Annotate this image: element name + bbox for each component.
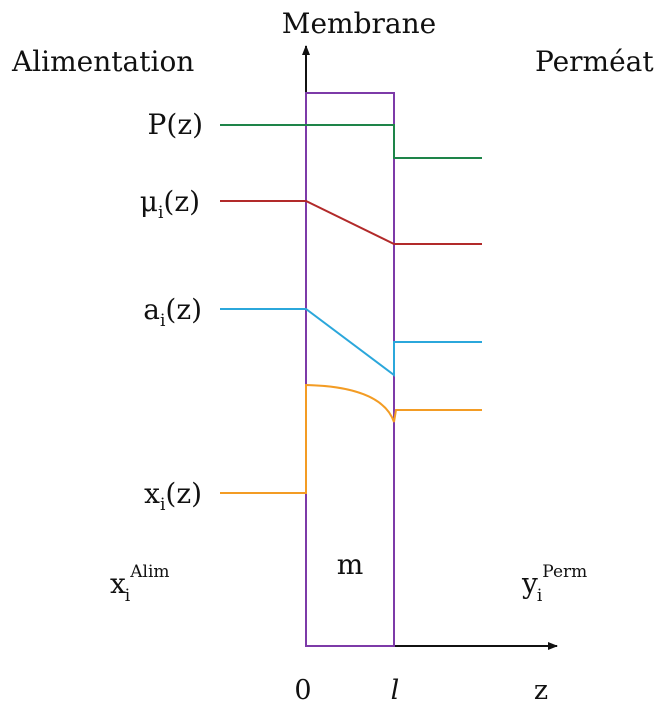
mole-fraction-profile-line [220,383,482,494]
membrane-label: m [337,548,364,581]
feed-heading: Alimentation [11,45,194,78]
mole-fraction-label: xi(z) [144,477,202,515]
chemical-potential-profile-line [220,200,482,245]
activity-label: ai(z) [143,293,202,331]
axis-origin-label: 0 [294,675,311,704]
chemical-potential-label: μi(z) [140,185,200,223]
activity-profile-line [220,308,482,377]
permeate-heading: Perméat [535,45,654,78]
feed-composition-label: xiAlim [110,562,170,606]
z-axis-label: z [534,675,548,704]
membrane-heading: Membrane [282,7,436,40]
pressure-profile-line [220,124,482,159]
pressure-label: P(z) [148,108,203,141]
permeate-composition-label: yiPerm [521,562,587,606]
membrane-thickness-label: l [391,675,400,704]
